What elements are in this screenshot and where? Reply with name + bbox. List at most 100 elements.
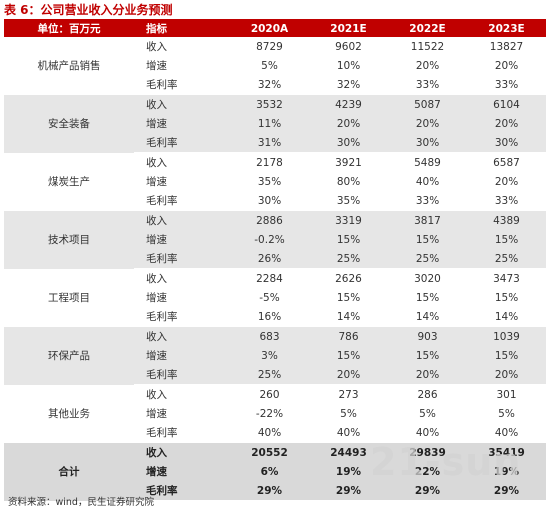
value-cell: 15% bbox=[494, 291, 519, 304]
table-row: 煤炭生产 收入 2178 3921 5489 6587 bbox=[4, 153, 546, 189]
value-cell: 15% bbox=[415, 291, 440, 304]
value-cell: 301 bbox=[496, 388, 517, 401]
table-row: 工程项目 收入 2284 2626 3020 3473 bbox=[4, 269, 546, 305]
value-cell: 6104 bbox=[467, 94, 546, 114]
metric-label: 毛利率 bbox=[134, 365, 230, 385]
table-row: 增速 -22% 5% 5% 5% bbox=[4, 404, 546, 423]
value-cell: 26% bbox=[230, 249, 309, 269]
value-cell: -22% bbox=[255, 407, 284, 420]
value-cell: 10% bbox=[336, 59, 361, 72]
value-cell: 19% bbox=[309, 462, 388, 481]
value-cell: 3020 bbox=[414, 272, 441, 285]
value-cell: 40% bbox=[309, 423, 388, 443]
metric-label: 毛利率 bbox=[134, 481, 230, 501]
value-cell: 13827 bbox=[489, 40, 524, 53]
value-cell: 2626 bbox=[335, 272, 362, 285]
header-year: 2021E bbox=[309, 20, 388, 37]
table-row: 增速 -0.2% 15% 15% 15% bbox=[4, 230, 546, 249]
value-cell: 15% bbox=[467, 346, 546, 365]
value-cell: 15% bbox=[309, 346, 388, 365]
value-cell: 33% bbox=[467, 191, 546, 211]
value-cell: 273 bbox=[338, 388, 359, 401]
total-row: 合计 收入 20552 24493 29839 35419 bbox=[4, 442, 546, 501]
segment-name: 机械产品销售 bbox=[37, 60, 101, 73]
metric-label: 增速 bbox=[134, 462, 230, 481]
table-row: 毛利率 16% 14% 14% 14% bbox=[4, 307, 546, 327]
metric-label: 收入 bbox=[134, 326, 230, 346]
value-cell: 5% bbox=[419, 407, 436, 420]
value-cell: 2284 bbox=[256, 272, 283, 285]
value-cell: 15% bbox=[388, 346, 467, 365]
metric-label: 收入 bbox=[134, 210, 230, 230]
metric-label: 毛利率 bbox=[134, 133, 230, 153]
header-year: 2020A bbox=[230, 20, 309, 37]
total-row: 增速 6% 19% 22% 19% bbox=[4, 462, 546, 481]
table-row: 毛利率 26% 25% 25% 25% bbox=[4, 249, 546, 269]
value-cell: 29% bbox=[388, 481, 467, 501]
value-cell: 15% bbox=[388, 230, 467, 249]
table-row: 增速 -5% 15% 15% 15% bbox=[4, 288, 546, 307]
value-cell: 5489 bbox=[414, 156, 441, 169]
value-cell: 20552 bbox=[230, 442, 309, 462]
metric-label: 毛利率 bbox=[134, 191, 230, 211]
watermark-logo: 21-sun bbox=[370, 440, 522, 484]
segment-name: 煤炭生产 bbox=[48, 176, 90, 188]
value-cell: 15% bbox=[467, 230, 546, 249]
value-cell: 16% bbox=[230, 307, 309, 327]
segment-name: 安全装备 bbox=[4, 94, 134, 153]
value-cell: 30% bbox=[388, 133, 467, 153]
value-cell: 15% bbox=[309, 230, 388, 249]
total-label: 合计 bbox=[4, 442, 134, 501]
value-cell: 4239 bbox=[309, 94, 388, 114]
value-cell: 4389 bbox=[467, 210, 546, 230]
header-unit: 单位：百万元 bbox=[4, 20, 134, 37]
header-metric: 指标 bbox=[134, 20, 230, 37]
value-cell: 1039 bbox=[467, 326, 546, 346]
metric-label: 增速 bbox=[146, 408, 167, 420]
value-cell: 11% bbox=[230, 114, 309, 133]
table-row: 毛利率 25% 20% 20% 20% bbox=[4, 365, 546, 385]
value-cell: 20% bbox=[467, 365, 546, 385]
metric-label: 毛利率 bbox=[134, 423, 230, 443]
metric-label: 收入 bbox=[146, 273, 167, 285]
value-cell: 40% bbox=[415, 175, 440, 188]
forecast-table: 单位：百万元 指标 2020A 2021E 2022E 2023E 机械产品销售… bbox=[4, 20, 546, 501]
value-cell: 40% bbox=[230, 423, 309, 443]
value-cell: 30% bbox=[309, 133, 388, 153]
metric-label: 增速 bbox=[134, 230, 230, 249]
table-row: 环保产品 收入 683 786 903 1039 bbox=[4, 326, 546, 385]
value-cell: 33% bbox=[388, 75, 467, 95]
header-year: 2022E bbox=[388, 20, 467, 37]
table-header: 单位：百万元 指标 2020A 2021E 2022E 2023E bbox=[4, 20, 546, 37]
table-row: 毛利率 40% 40% 40% 40% bbox=[4, 423, 546, 443]
value-cell: 33% bbox=[388, 191, 467, 211]
header-year: 2023E bbox=[467, 20, 546, 37]
value-cell: 20% bbox=[388, 114, 467, 133]
value-cell: 14% bbox=[388, 307, 467, 327]
value-cell: 20% bbox=[467, 114, 546, 133]
table-row: 毛利率 31% 30% 30% 30% bbox=[4, 133, 546, 153]
value-cell: 683 bbox=[230, 326, 309, 346]
value-cell: 286 bbox=[417, 388, 438, 401]
value-cell: 5087 bbox=[388, 94, 467, 114]
value-cell: 6587 bbox=[493, 156, 520, 169]
value-cell: 29% bbox=[309, 481, 388, 501]
value-cell: 786 bbox=[309, 326, 388, 346]
value-cell: -5% bbox=[259, 291, 280, 304]
table-row: 增速 3% 15% 15% 15% bbox=[4, 346, 546, 365]
metric-label: 收入 bbox=[146, 41, 167, 53]
total-row: 毛利率 29% 29% 29% 29% bbox=[4, 481, 546, 501]
metric-label: 增速 bbox=[146, 176, 167, 188]
table-row: 安全装备 收入 3532 4239 5087 6104 bbox=[4, 94, 546, 153]
value-cell: 5% bbox=[498, 407, 515, 420]
value-cell: 6% bbox=[230, 462, 309, 481]
value-cell: 20% bbox=[494, 59, 519, 72]
value-cell: 33% bbox=[467, 75, 546, 95]
value-cell: 35% bbox=[309, 191, 388, 211]
value-cell: 40% bbox=[388, 423, 467, 443]
value-cell: 30% bbox=[467, 133, 546, 153]
value-cell: 3817 bbox=[388, 210, 467, 230]
value-cell: 2886 bbox=[230, 210, 309, 230]
value-cell: 903 bbox=[388, 326, 467, 346]
table-row: 毛利率 30% 35% 33% 33% bbox=[4, 191, 546, 211]
